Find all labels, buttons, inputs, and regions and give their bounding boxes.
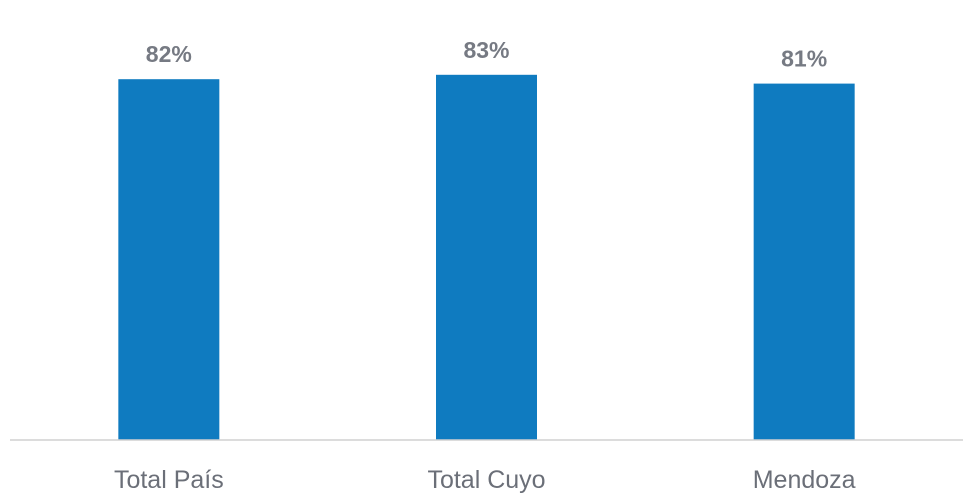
category-labels-group: Total País Total Cuyo Mendoza (114, 466, 856, 494)
bar-total-pais (118, 79, 220, 440)
data-label-total-cuyo: 83% (463, 37, 509, 63)
data-labels-group: 82% 83% 81% (146, 37, 827, 72)
data-label-total-pais: 82% (146, 41, 192, 67)
category-label-total-cuyo: Total Cuyo (427, 466, 545, 494)
data-label-mendoza: 81% (781, 46, 827, 72)
category-label-total-pais: Total País (114, 466, 224, 494)
category-label-mendoza: Mendoza (753, 466, 856, 494)
bar-total-cuyo (436, 74, 537, 441)
bar-mendoza (753, 83, 855, 440)
bars-group (118, 74, 855, 441)
